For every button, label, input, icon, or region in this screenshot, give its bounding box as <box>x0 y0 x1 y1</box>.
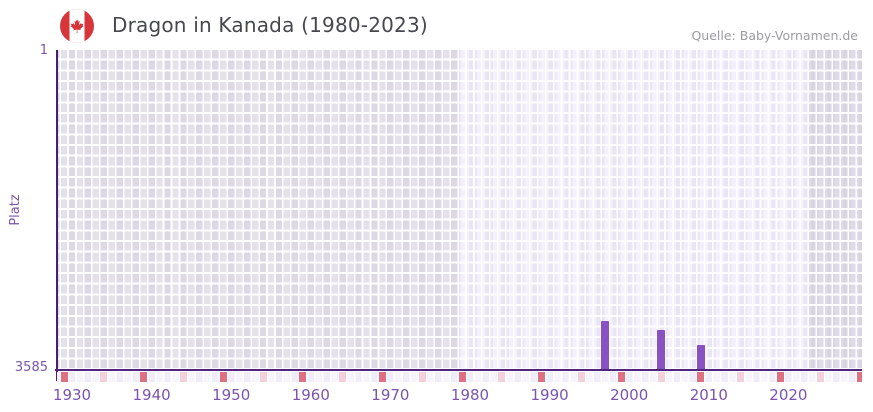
page-title: Dragon in Kanada (1980-2023) <box>112 13 428 37</box>
x-axis-line <box>55 368 862 371</box>
red-marker-2019 <box>776 371 784 382</box>
region-data-range <box>458 50 809 370</box>
rank-bar-1997[interactable] <box>601 321 610 370</box>
source-credit: Quelle: Baby-Vornamen.de <box>691 28 858 43</box>
x-tick-1970: 1970 <box>371 386 410 404</box>
rank-bar-2009[interactable] <box>696 344 705 370</box>
pink-marker-2024 <box>816 371 824 382</box>
y-tick-top: 1 <box>39 43 48 58</box>
red-marker-1989 <box>538 371 546 382</box>
x-tick-1950: 1950 <box>212 386 251 404</box>
x-tick-1940: 1940 <box>132 386 171 404</box>
red-marker-1969 <box>378 371 386 382</box>
region-outside-data-right <box>808 50 862 370</box>
pink-marker-2004 <box>657 371 665 382</box>
plot-area[interactable] <box>57 50 862 370</box>
x-tick-1990: 1990 <box>530 386 569 404</box>
x-tick-2000: 2000 <box>610 386 649 404</box>
region-outside-data-left <box>57 50 459 370</box>
canada-flag-icon <box>60 9 94 43</box>
axis-marker-strip <box>57 371 862 382</box>
pink-marker-1984 <box>498 371 506 382</box>
pink-marker-1934 <box>100 371 108 382</box>
x-tick-1980: 1980 <box>450 386 490 404</box>
red-marker-1999 <box>617 371 625 382</box>
pink-marker-1974 <box>418 371 426 382</box>
y-axis-line <box>56 50 58 381</box>
red-marker-1939 <box>140 371 148 382</box>
y-axis-label: Platz <box>8 194 23 226</box>
red-marker-2029 <box>856 371 862 382</box>
x-tick-2010: 2010 <box>689 386 728 404</box>
x-tick-1930: 1930 <box>52 386 92 404</box>
red-marker-1979 <box>458 371 466 382</box>
pink-marker-1954 <box>259 371 267 382</box>
red-marker-1959 <box>299 371 307 382</box>
pink-marker-1994 <box>577 371 585 382</box>
x-tick-1960: 1960 <box>291 386 330 404</box>
red-marker-2009 <box>697 371 705 382</box>
rank-bar-2004[interactable] <box>657 330 666 370</box>
y-tick-bottom: 3585 <box>14 360 48 375</box>
pink-marker-1964 <box>339 371 347 382</box>
pink-marker-2014 <box>737 371 745 382</box>
x-tick-2020: 2020 <box>769 386 808 404</box>
pink-marker-1944 <box>179 371 187 382</box>
red-marker-1929 <box>60 371 68 382</box>
red-marker-1949 <box>219 371 227 382</box>
